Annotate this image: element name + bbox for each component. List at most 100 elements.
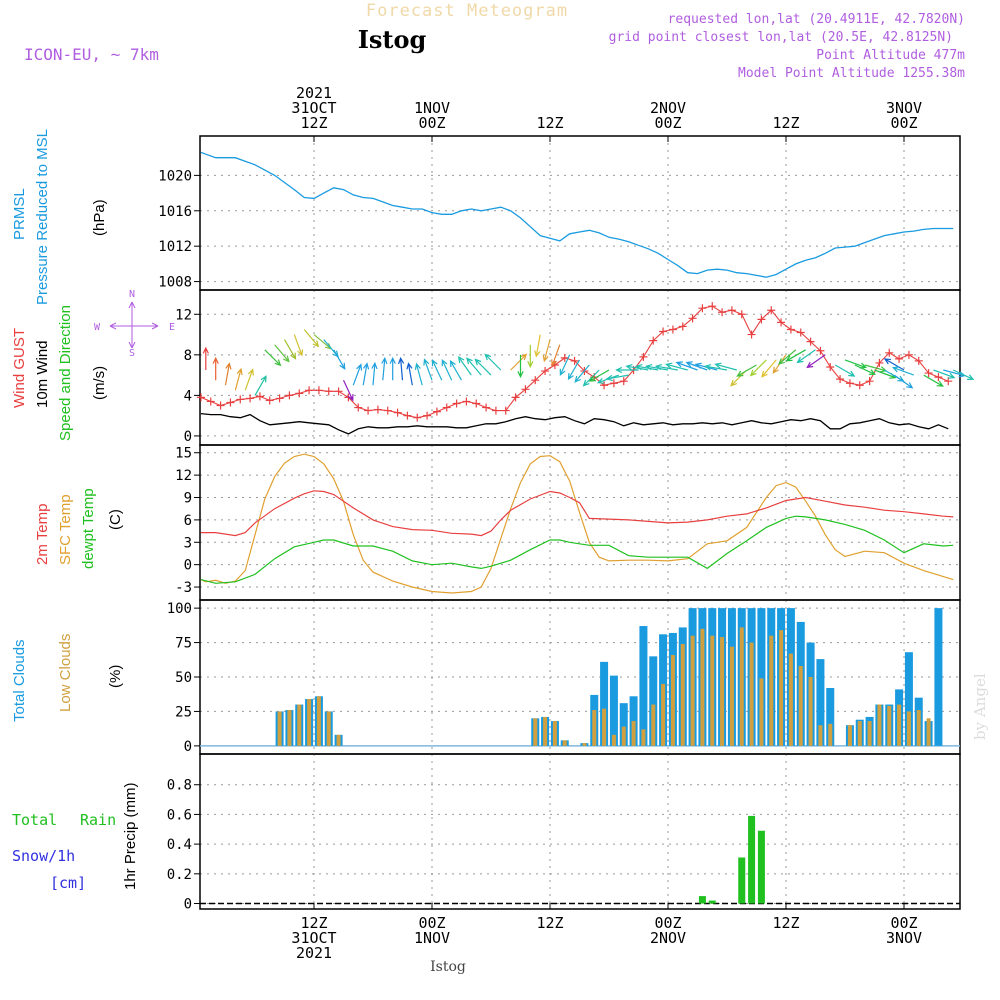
low-cloud-bar (926, 718, 931, 746)
low-cloud-bar (847, 725, 852, 746)
gust-point (904, 350, 913, 359)
panel-3: -3 0 3 6 9 12 15 (175, 444, 961, 601)
low-cloud-bar (582, 743, 587, 746)
bottom-time-label: 2NOV (650, 929, 686, 947)
wind-arrow (834, 364, 856, 377)
wind-arrow (342, 379, 354, 402)
low-cloud-bar (759, 678, 764, 746)
bottom-time-label: 12Z (772, 914, 799, 932)
bottom-time-label: 12Z (300, 914, 327, 932)
wind-arrow (474, 358, 492, 376)
temp-ylabel: (C) (107, 509, 124, 530)
wind-arrow (654, 364, 678, 371)
total-legend: Total (12, 811, 57, 829)
gust-point (924, 369, 933, 378)
credit-label: by Angel (971, 673, 989, 740)
wind-arrow (714, 362, 737, 371)
wind-arrow (761, 359, 777, 378)
wind-arrow (588, 369, 610, 382)
gust-point (786, 325, 795, 334)
wind-arrow (244, 368, 254, 391)
wind-arrow (675, 361, 698, 371)
y-tick-label: 0.6 (167, 807, 192, 823)
precip-bar (738, 857, 746, 904)
wind10m-legend: 10m Wind (34, 340, 51, 408)
wind-arrow (785, 349, 806, 362)
top-time-label: 3NOV (886, 99, 922, 117)
total-cloud-bar (757, 608, 766, 746)
low-cloud-bar (887, 705, 892, 746)
low-cloud-bar (631, 721, 636, 746)
precip-bar (757, 830, 765, 904)
low-cloud-bar (818, 725, 823, 746)
y-tick-label: 0 (184, 429, 192, 445)
low-cloud-bar (828, 723, 833, 746)
low-cloud-bar (297, 704, 302, 746)
wind-arrow (574, 364, 590, 383)
wind-arrow (854, 364, 877, 375)
y-tick-label: 1008 (158, 275, 192, 291)
gust-point (609, 379, 618, 388)
gust-point (600, 381, 609, 390)
wind-arrow (567, 359, 581, 381)
wind-arrow (423, 358, 433, 381)
gust-point (275, 394, 284, 403)
bottom-time-label: 12Z (536, 914, 563, 932)
gust-point (718, 308, 727, 317)
low-cloud-bar (562, 740, 567, 746)
gust-point (442, 403, 451, 412)
gust-point (914, 356, 923, 365)
temp2m-line (200, 490, 954, 537)
footer-location: Istog (430, 959, 466, 975)
wind-arrow (274, 344, 290, 363)
wind-arrow (371, 361, 378, 386)
top-time-label: 12Z (536, 114, 563, 132)
pressure-ylabel: (hPa) (91, 199, 108, 236)
wind-arrow (615, 366, 639, 374)
y-tick-label: 1020 (158, 168, 192, 184)
low-cloud-bar (552, 721, 557, 746)
wind-arrow (883, 358, 905, 371)
gust-point (698, 304, 707, 313)
y-tick-label: 4 (184, 388, 192, 404)
gust-point (334, 387, 343, 396)
gust-point (432, 407, 441, 416)
gust-point (826, 362, 835, 371)
wind-arrow (457, 355, 472, 376)
total-cloud-bar (816, 659, 825, 746)
wind-arrow (893, 374, 914, 389)
gust-point (491, 406, 500, 415)
wind-arrow (891, 366, 915, 376)
low-cloud-bar (739, 627, 744, 746)
compass-south: S (129, 348, 135, 359)
gust-point (216, 401, 225, 410)
gust-point (285, 391, 294, 400)
top-time-label: 2021 (296, 84, 332, 102)
rain-legend: Rain (80, 811, 116, 829)
y-tick-label: -3 (175, 580, 192, 596)
location-title: Istog (358, 25, 427, 54)
low-cloud-bar (621, 726, 626, 746)
speeddir-legend: Speed and Direction (57, 305, 74, 441)
gust-point (236, 395, 245, 404)
panel-2: 0 4 8 12 (175, 289, 961, 446)
total-cloud-bar (600, 661, 609, 746)
wind-arrow (397, 356, 405, 381)
gust-point (255, 392, 264, 401)
low-cloud-bar (720, 637, 725, 746)
low-cloud-bar (533, 718, 538, 746)
gust-point (560, 353, 569, 362)
wind10m-line (200, 412, 949, 435)
low-cloud-bar (287, 710, 292, 746)
gust-point (570, 356, 579, 365)
wind-arrow (703, 364, 728, 371)
precip-ylabel: 1hr Precip (mm) (122, 782, 139, 890)
prmsl-legend: PRMSL (11, 188, 28, 240)
gust-point (806, 337, 815, 346)
y-tick-label: 0.2 (167, 867, 192, 883)
gust-point (865, 377, 874, 386)
wind-arrow (441, 358, 453, 381)
gust-point (541, 367, 550, 376)
bottom-time-label: 3NOV (886, 929, 922, 947)
